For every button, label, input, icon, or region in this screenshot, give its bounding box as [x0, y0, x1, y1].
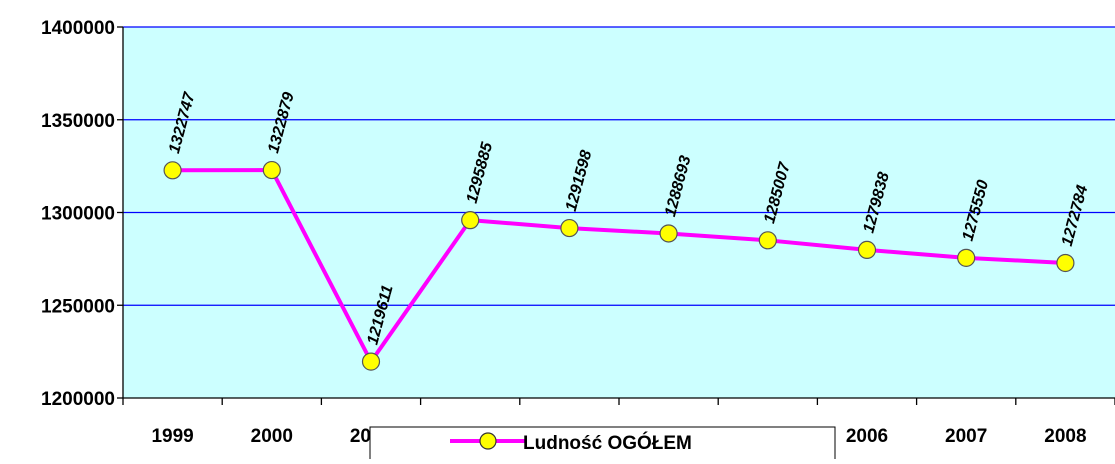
data-point-2000	[262, 160, 281, 180]
x-tick-label-2000: 2000	[251, 426, 293, 447]
legend-box	[369, 426, 836, 464]
y-tick-label-1350000: 1350000	[41, 111, 115, 132]
legend: Ludność OGÓŁEM	[369, 426, 836, 464]
data-point-2007	[957, 248, 976, 267]
data-point-2004	[659, 224, 678, 243]
y-tick-label-1250000: 1250000	[41, 296, 115, 317]
x-tick-label-2006: 2006	[846, 426, 888, 447]
y-tick-labels: 1200000 1250000 1300000 1350000 1400000	[41, 18, 115, 410]
series-line	[172, 168, 1066, 364]
gridlines	[123, 26, 1115, 306]
y-tick-label-1400000: 1400000	[41, 18, 115, 39]
data-point-2005	[758, 231, 777, 250]
y-tick-label-1300000: 1300000	[41, 204, 115, 225]
data-point-2002	[461, 211, 480, 230]
data-point-1999	[163, 161, 182, 180]
x-tick-label-1999: 1999	[151, 426, 193, 447]
legend-label: Ludność OGÓŁEM	[523, 432, 692, 454]
legend-marker-swatch	[479, 432, 497, 450]
data-point-2006	[857, 240, 877, 260]
data-point-2001	[361, 352, 381, 371]
series	[163, 160, 1075, 371]
x-tick-label-2007: 2007	[945, 426, 987, 447]
data-point-2008	[1056, 253, 1075, 273]
x-tick-label-2008: 2008	[1044, 426, 1086, 447]
y-tick-label-1200000: 1200000	[41, 389, 115, 410]
axes	[117, 26, 1115, 405]
data-point-2003	[560, 218, 579, 238]
